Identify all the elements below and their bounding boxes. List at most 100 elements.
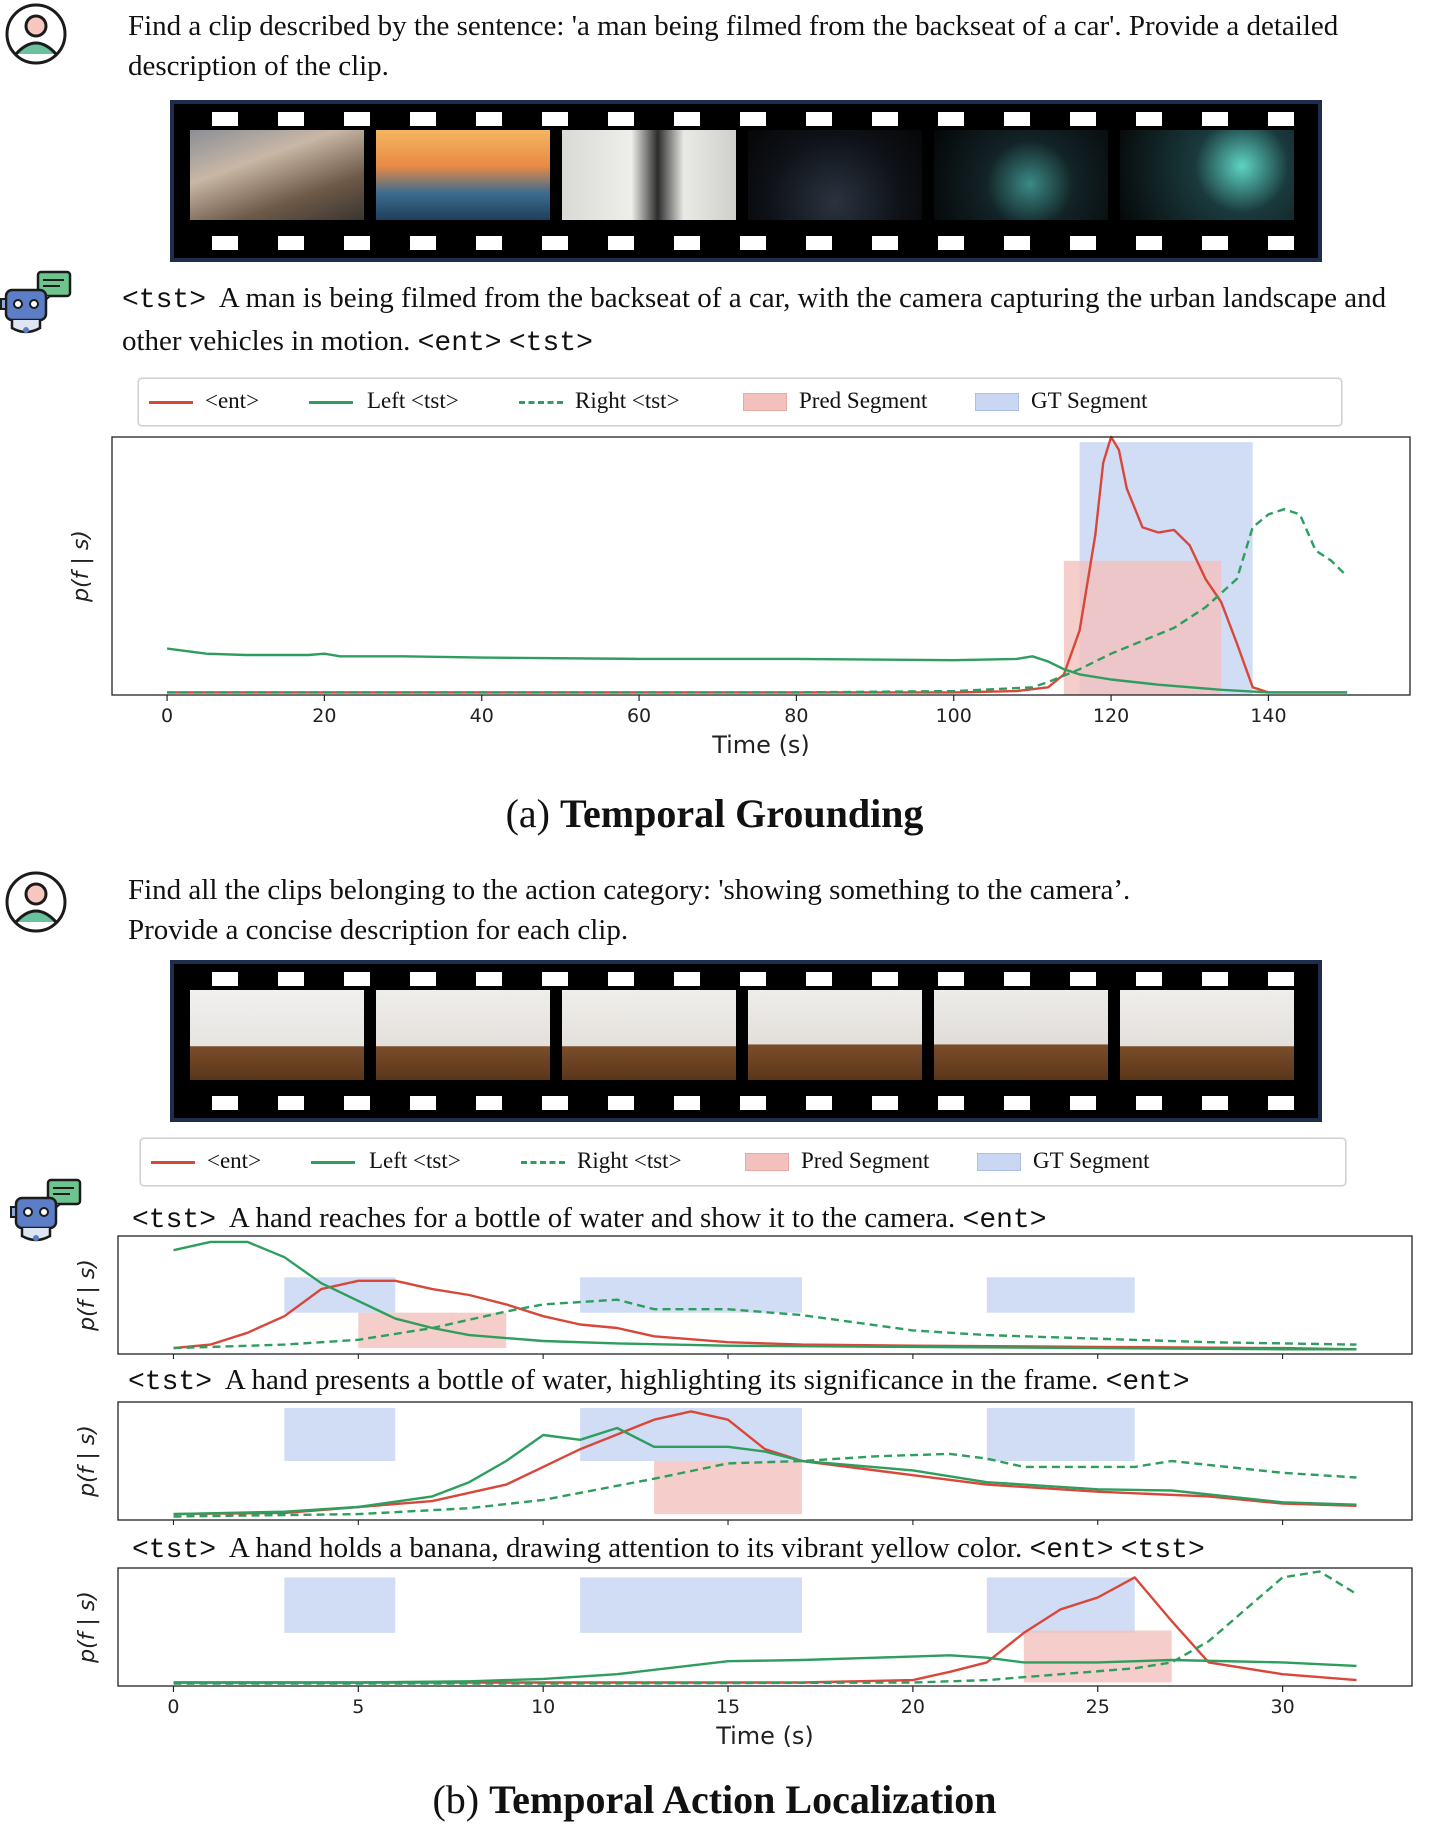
legend-label-left: Left <tst>: [367, 388, 459, 413]
film-perforation: [806, 972, 832, 986]
video-frame: [748, 130, 922, 220]
series-line-0: [173, 1410, 1357, 1516]
legend-swatch-gt: [977, 1153, 1021, 1171]
legend-swatch-pred: [745, 1153, 789, 1171]
film-perforation: [344, 236, 370, 250]
row-caption-3: <tst> A hand holds a banana, drawing att…: [132, 1530, 1205, 1569]
film-perforation: [872, 1096, 898, 1110]
film-perforation: [344, 972, 370, 986]
tag-tst: <tst>: [508, 328, 593, 359]
film-perforation: [476, 112, 502, 126]
film-perforation: [542, 972, 568, 986]
film-strip-b: [170, 960, 1322, 1122]
film-perforation: [674, 1096, 700, 1110]
video-frame: [1120, 990, 1294, 1080]
tag-ent: <ent>: [1105, 1367, 1190, 1398]
film-perforation: [1136, 972, 1162, 986]
row-caption-2: <tst> A hand presents a bottle of water,…: [128, 1362, 1190, 1401]
chart-a: p(f | s) 0 20 40 60 80 100 120 140 Time (s): [69, 435, 1411, 759]
film-perforation: [872, 236, 898, 250]
legend-swatch-right: [521, 1161, 565, 1164]
video-frame: [376, 990, 550, 1080]
film-perforation: [1202, 1096, 1228, 1110]
film-perforation: [608, 972, 634, 986]
plot-frame: [117, 1567, 1413, 1687]
film-perforation: [806, 112, 832, 126]
series-line-1: [166, 647, 1348, 694]
film-perforation: [674, 236, 700, 250]
film-perforation: [410, 112, 436, 126]
film-perforation: [278, 1096, 304, 1110]
robot-assistant-icon: [10, 1178, 86, 1255]
x-tick-label: 5: [352, 1696, 364, 1718]
y-axis-label: p(f | s): [69, 530, 94, 603]
film-perforation: [740, 1096, 766, 1110]
legend-label-gt: GT Segment: [1031, 388, 1148, 413]
x-tick-label: 0: [167, 1696, 179, 1718]
film-perforation: [476, 972, 502, 986]
film-perforation: [1004, 236, 1030, 250]
legend-label-ent: <ent>: [207, 1148, 262, 1173]
film-perforation: [872, 112, 898, 126]
series-line-2: [173, 1298, 1357, 1350]
caption-b: (b) Temporal Action Localization: [0, 1776, 1429, 1823]
gt-segment: [284, 1277, 396, 1313]
tag-ent: <ent>: [417, 328, 502, 359]
x-tick-label: 15: [716, 1696, 740, 1718]
film-perforation: [410, 972, 436, 986]
video-frame: [376, 130, 550, 220]
x-tick-label: 30: [1271, 1696, 1295, 1718]
caption-title: Temporal Action Localization: [489, 1777, 997, 1822]
x-tick-label: 120: [1093, 705, 1129, 727]
plot-frame: [117, 1401, 1413, 1521]
film-perforation: [278, 112, 304, 126]
y-axis-label: p(f | s): [75, 1591, 100, 1664]
pred-segment: [358, 1312, 507, 1349]
film-perforation: [608, 112, 634, 126]
x-tick-label: 100: [936, 705, 972, 727]
film-perforation: [938, 1096, 964, 1110]
y-axis-label: p(f | s): [75, 1259, 100, 1332]
legend-swatch-left: [311, 1161, 355, 1164]
film-perforation: [476, 236, 502, 250]
film-perforation: [674, 112, 700, 126]
prompt-line: Find all the clips belonging to the acti…: [128, 874, 1131, 906]
gt-segment: [986, 1407, 1135, 1461]
row-text: A hand holds a banana, drawing attention…: [228, 1532, 1023, 1564]
tag-tst: <tst>: [122, 285, 207, 316]
legend-swatch-left: [309, 401, 353, 404]
video-frame: [190, 990, 364, 1080]
y-axis-label: p(f | s): [75, 1425, 100, 1498]
film-perforation: [740, 236, 766, 250]
video-frame: [562, 990, 736, 1080]
row-text: A hand reaches for a bottle of water and…: [228, 1202, 956, 1234]
x-tick-label: 60: [627, 705, 651, 727]
tag-tst: <tst>: [1120, 1535, 1205, 1566]
tag-tst: <tst>: [128, 1367, 213, 1398]
series-line-0: [173, 1279, 1357, 1351]
film-perforation: [1202, 112, 1228, 126]
pred-segment: [654, 1461, 802, 1515]
chart-b3: p(f | s) 0 5 10 15 20 25 30 Time (s): [75, 1567, 1413, 1750]
gt-segment: [986, 1277, 1135, 1313]
series-line-1: [173, 1240, 1357, 1351]
legend-swatch-ent: [151, 1161, 195, 1164]
film-perforation: [1070, 236, 1096, 250]
series-line-1: [173, 1426, 1357, 1516]
film-perforation: [1004, 112, 1030, 126]
film-perforation: [806, 1096, 832, 1110]
x-tick-label: 40: [470, 705, 494, 727]
film-perforation: [212, 972, 238, 986]
pred-segment: [1023, 1630, 1172, 1683]
film-perforation: [872, 972, 898, 986]
plot-frame: [117, 1235, 1413, 1355]
robot-assistant-icon: [0, 270, 76, 347]
legend-label-gt: GT Segment: [1033, 1148, 1150, 1173]
plot-frame: [111, 436, 1411, 696]
legend-swatch-right: [519, 401, 563, 404]
film-perforation: [476, 1096, 502, 1110]
legend-b: <ent> Left <tst> Right <tst> Pred Segment GT…: [140, 1138, 1346, 1186]
film-perforation: [674, 972, 700, 986]
legend-swatch-pred: [743, 393, 787, 411]
x-tick-label: 25: [1086, 1696, 1110, 1718]
